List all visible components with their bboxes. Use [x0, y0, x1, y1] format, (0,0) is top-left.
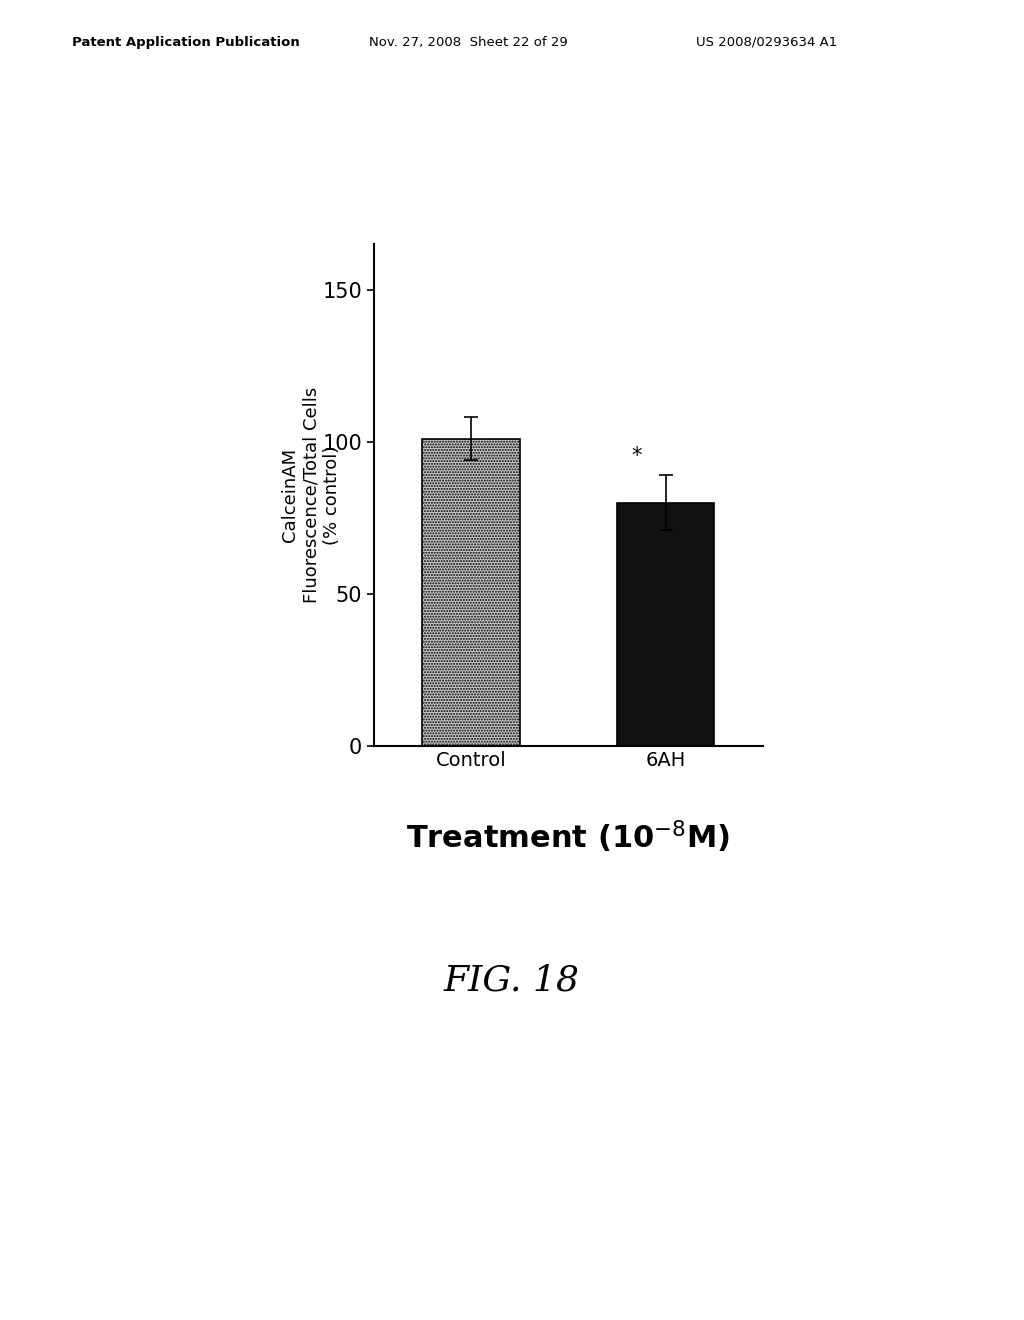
- Text: FIG. 18: FIG. 18: [444, 964, 580, 998]
- Text: Nov. 27, 2008  Sheet 22 of 29: Nov. 27, 2008 Sheet 22 of 29: [369, 36, 567, 49]
- Y-axis label: CalceinAM
Fluorescence/Total Cells
(% control): CalceinAM Fluorescence/Total Cells (% co…: [282, 387, 341, 603]
- Text: Patent Application Publication: Patent Application Publication: [72, 36, 299, 49]
- Bar: [422, 438, 519, 746]
- Text: *: *: [631, 446, 642, 466]
- Text: Treatment (10$^{-8}$M): Treatment (10$^{-8}$M): [407, 818, 730, 855]
- Text: US 2008/0293634 A1: US 2008/0293634 A1: [696, 36, 838, 49]
- Bar: [616, 503, 715, 746]
